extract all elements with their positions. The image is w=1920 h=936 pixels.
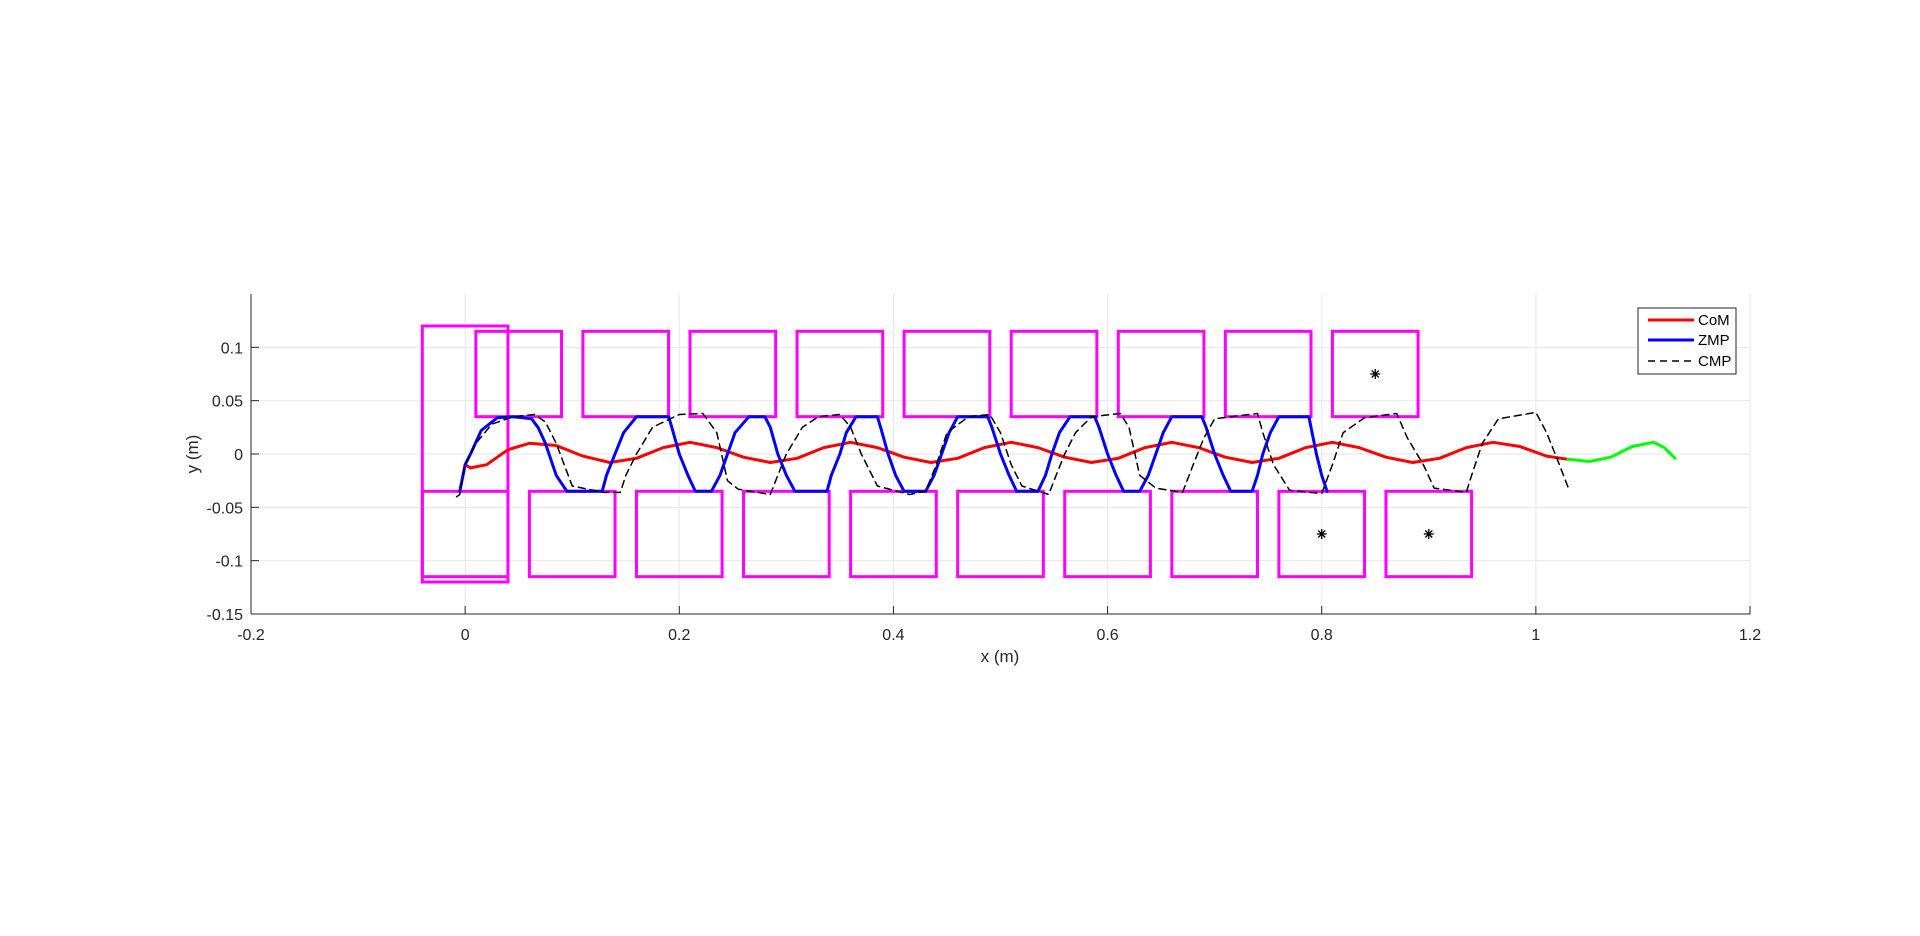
star-marker-stroke [1424,530,1433,538]
y-tick-label: 0 [234,447,243,464]
footstep-rectangles [420,324,1474,584]
star-marker [1423,529,1434,539]
x-tick-label: -0.2 [237,627,265,644]
legend-label-cmp: CMP [1698,353,1731,370]
legend-label-zmp: ZMP [1698,332,1730,349]
x-tick-label: 0.4 [882,627,904,644]
x-tick-label: 0.2 [668,627,690,644]
legend-label-com: CoM [1698,312,1730,329]
legend: CoM ZMP CMP [1637,307,1737,375]
footstep-rect [420,324,510,584]
footstep-rect [956,489,1045,579]
series-line-zmp [458,415,1329,493]
footstep-rect [420,489,510,579]
footstep-rect [581,329,671,419]
tick-labels: -0.2 0 0.2 0.4 0.6 0.8 1 1.2 -0.15 -0.1 -0.05 0 0.05… [207,340,1762,644]
star-marker [1370,369,1381,379]
x-axis-label: x (m) [981,647,1020,666]
footstep-rect [1063,489,1152,579]
x-tick-label: 1.2 [1739,627,1761,644]
footstep-rect [902,329,992,419]
footstep-rect [849,489,938,579]
footstep-rect [688,329,778,419]
x-tick-label: 0.6 [1096,627,1118,644]
y-tick-label: -0.1 [215,554,243,571]
series-lines [455,411,1677,498]
footstep-rect [1384,489,1474,579]
y-tick-label: 0.1 [221,340,243,357]
star-marker-stroke [1317,530,1326,538]
y-tick-label: -0.05 [207,500,244,517]
axes [250,294,1751,615]
x-tick-label: 1 [1531,627,1540,644]
y-tick-label: 0.05 [212,394,243,411]
footstep-rect [634,489,724,579]
footstep-rect [1223,329,1313,419]
star-marker-stroke [1371,370,1380,378]
star-marker [1316,529,1327,539]
x-tick-label: 0 [461,627,470,644]
series-line-com-extension [1566,440,1677,463]
star-markers [1316,369,1434,539]
y-axis-label: y (m) [183,435,202,474]
footstep-rect [795,329,885,419]
footstep-rect [1009,329,1099,419]
series-line-cmp [455,411,1569,498]
footstep-rect [1170,489,1259,579]
footstep-rect [742,489,831,579]
x-tick-label: 0.8 [1311,627,1333,644]
footstep-rect [1116,329,1206,419]
y-tick-label: -0.15 [207,607,244,624]
